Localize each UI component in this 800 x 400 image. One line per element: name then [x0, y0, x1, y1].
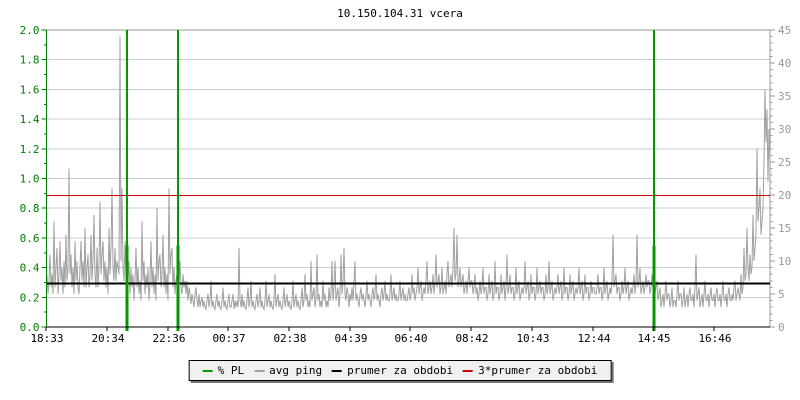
right-axis-tick-label: 45 — [778, 24, 791, 37]
x-axis-tick-label: 08:42 — [455, 332, 488, 345]
right-axis-tick-label: 20 — [778, 189, 791, 202]
left-axis-tick-label: 0.8 — [20, 202, 40, 215]
x-axis-tick-label: 22:36 — [152, 332, 185, 345]
left-axis-tick-label: 0.2 — [20, 291, 40, 304]
right-axis-tick-label: 40 — [778, 57, 791, 70]
legend-item-avg-ping: avg ping — [254, 364, 322, 377]
legend-swatch-avg-ping-icon — [254, 369, 265, 372]
left-axis-tick-label: 1.4 — [20, 113, 40, 126]
x-axis-tick-label: 00:37 — [212, 332, 245, 345]
legend-item-prumer-za-obdobi: prumer za obdobi — [332, 364, 453, 377]
legend-swatch-3-prumer-za-obdobi-icon — [463, 369, 474, 372]
x-axis-tick-label: 06:40 — [394, 332, 427, 345]
legend-swatch-pl-icon — [202, 369, 213, 372]
chart-title: 10.150.104.31 vcera — [337, 7, 463, 20]
right-axis-tick-label: 10 — [778, 255, 791, 268]
legend-swatch-prumer-za-obdobi-icon — [332, 369, 343, 372]
legend-label: % PL — [217, 364, 245, 377]
left-axis-tick-label: 1.2 — [20, 143, 40, 156]
legend-label: avg ping — [269, 364, 323, 377]
x-axis-tick-label: 16:46 — [698, 332, 731, 345]
x-axis-tick-label: 12:44 — [577, 332, 610, 345]
legend-label: 3*prumer za obdobi — [478, 364, 598, 377]
x-axis-tick-label: 04:39 — [334, 332, 367, 345]
right-axis-tick-label: 0 — [778, 321, 785, 334]
legend-label: prumer za obdobi — [347, 364, 454, 377]
right-axis-tick-label: 25 — [778, 156, 791, 169]
right-axis-tick-label: 30 — [778, 123, 791, 136]
left-axis-tick-label: 1.6 — [20, 83, 40, 96]
left-axis-tick-label: 0.6 — [20, 232, 40, 245]
left-axis-tick-label: 0.0 — [20, 321, 40, 334]
left-axis-tick-label: 2.0 — [20, 24, 40, 37]
series-avg-ping — [46, 36, 771, 311]
right-axis-tick-label: 35 — [778, 90, 791, 103]
x-axis-tick-label: 10:43 — [516, 332, 549, 345]
legend-item-pl: % PL — [202, 364, 245, 377]
x-axis-tick-label: 18:33 — [30, 332, 63, 345]
left-axis-tick-label: 1.0 — [20, 173, 40, 186]
x-axis-tick-label: 14:45 — [637, 332, 670, 345]
x-axis-tick-label: 20:34 — [91, 332, 124, 345]
right-axis-tick-label: 15 — [778, 222, 791, 235]
legend-item-3-prumer-za-obdobi: 3*prumer za obdobi — [463, 364, 597, 377]
left-axis-tick-label: 1.8 — [20, 54, 40, 67]
chart-legend: % PL avg ping prumer za obdobi 3*prumer za … — [188, 360, 612, 381]
x-axis-tick-label: 02:38 — [273, 332, 306, 345]
right-axis-tick-label: 5 — [778, 288, 785, 301]
left-axis-tick-label: 0.4 — [20, 262, 40, 275]
